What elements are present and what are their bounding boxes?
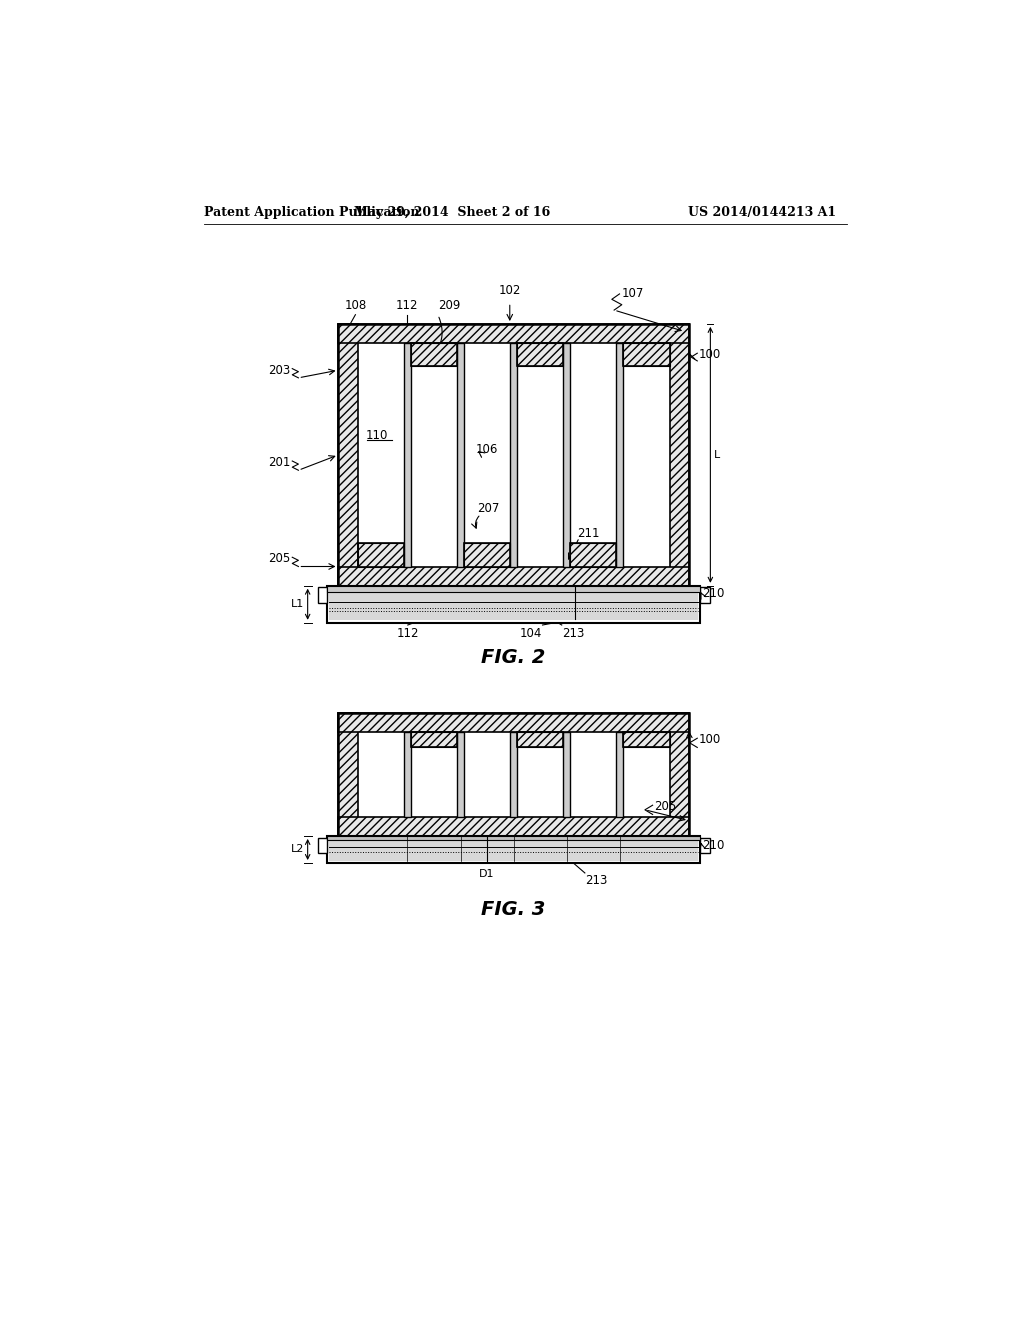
- Text: 210: 210: [701, 838, 724, 851]
- Bar: [403, 733, 411, 817]
- Text: 213: 213: [585, 874, 607, 887]
- Bar: [700, 587, 710, 603]
- Text: 201: 201: [268, 455, 291, 469]
- Bar: [339, 713, 689, 836]
- Text: 100: 100: [698, 348, 721, 362]
- Bar: [327, 586, 700, 623]
- Bar: [464, 544, 510, 566]
- Bar: [670, 713, 689, 836]
- Text: US 2014/0144213 A1: US 2014/0144213 A1: [688, 206, 836, 219]
- Bar: [357, 733, 670, 817]
- Bar: [339, 323, 689, 343]
- Text: 213: 213: [562, 627, 584, 640]
- Text: L: L: [714, 450, 721, 459]
- Bar: [339, 817, 689, 836]
- Bar: [330, 840, 698, 861]
- Text: 112: 112: [396, 627, 419, 640]
- Text: L1: L1: [291, 599, 304, 610]
- Text: 205: 205: [654, 800, 677, 813]
- Bar: [411, 343, 457, 367]
- Bar: [327, 836, 700, 840]
- Text: 210: 210: [701, 587, 724, 601]
- Bar: [700, 837, 710, 853]
- Text: 110: 110: [366, 429, 388, 442]
- Bar: [517, 343, 563, 367]
- Bar: [339, 713, 689, 733]
- Bar: [357, 343, 670, 566]
- Bar: [464, 544, 510, 566]
- Text: 102: 102: [499, 284, 521, 297]
- Bar: [624, 733, 670, 747]
- Bar: [457, 733, 464, 817]
- Bar: [327, 586, 700, 591]
- Text: 112: 112: [396, 300, 419, 313]
- Bar: [563, 733, 570, 817]
- Bar: [339, 323, 689, 586]
- Text: D1: D1: [479, 869, 495, 879]
- Text: 100: 100: [698, 733, 721, 746]
- Text: 205: 205: [268, 552, 291, 565]
- Bar: [616, 343, 624, 566]
- Bar: [339, 713, 357, 836]
- Bar: [517, 343, 563, 367]
- Bar: [457, 343, 464, 566]
- Text: 209: 209: [438, 300, 460, 313]
- Text: FIG. 3: FIG. 3: [481, 900, 546, 919]
- Bar: [624, 733, 670, 747]
- Bar: [317, 837, 327, 853]
- Bar: [403, 343, 411, 566]
- Bar: [317, 587, 327, 603]
- Bar: [357, 544, 403, 566]
- Text: May 29, 2014  Sheet 2 of 16: May 29, 2014 Sheet 2 of 16: [354, 206, 551, 219]
- Text: 108: 108: [344, 300, 367, 313]
- Text: L2: L2: [291, 845, 304, 854]
- Bar: [570, 544, 616, 566]
- Bar: [357, 544, 403, 566]
- Bar: [563, 343, 570, 566]
- Bar: [330, 591, 698, 620]
- Text: FIG. 2: FIG. 2: [481, 648, 546, 667]
- Bar: [339, 566, 689, 586]
- Bar: [510, 343, 517, 566]
- Text: 104: 104: [520, 627, 543, 640]
- Bar: [517, 733, 563, 747]
- Bar: [510, 733, 517, 817]
- Bar: [411, 343, 457, 367]
- Text: 203: 203: [268, 363, 291, 376]
- Text: 207: 207: [477, 502, 500, 515]
- Bar: [327, 836, 700, 863]
- Bar: [411, 733, 457, 747]
- Bar: [616, 733, 624, 817]
- Text: 106: 106: [475, 444, 498, 455]
- Text: 211: 211: [578, 527, 600, 540]
- Bar: [670, 323, 689, 586]
- Bar: [570, 544, 616, 566]
- Text: Patent Application Publication: Patent Application Publication: [204, 206, 419, 219]
- Bar: [624, 343, 670, 367]
- Bar: [517, 733, 563, 747]
- Text: 107: 107: [622, 286, 644, 300]
- Bar: [411, 733, 457, 747]
- Bar: [339, 323, 357, 586]
- Bar: [624, 343, 670, 367]
